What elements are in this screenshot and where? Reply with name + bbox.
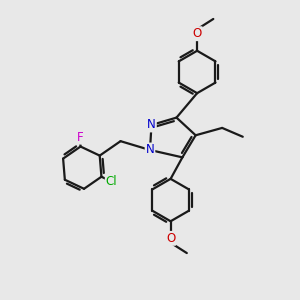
Text: O: O xyxy=(166,232,175,245)
Text: Cl: Cl xyxy=(106,175,117,188)
Text: N: N xyxy=(146,143,154,157)
Text: N: N xyxy=(147,118,156,131)
Text: F: F xyxy=(76,130,83,144)
Text: O: O xyxy=(193,27,202,40)
